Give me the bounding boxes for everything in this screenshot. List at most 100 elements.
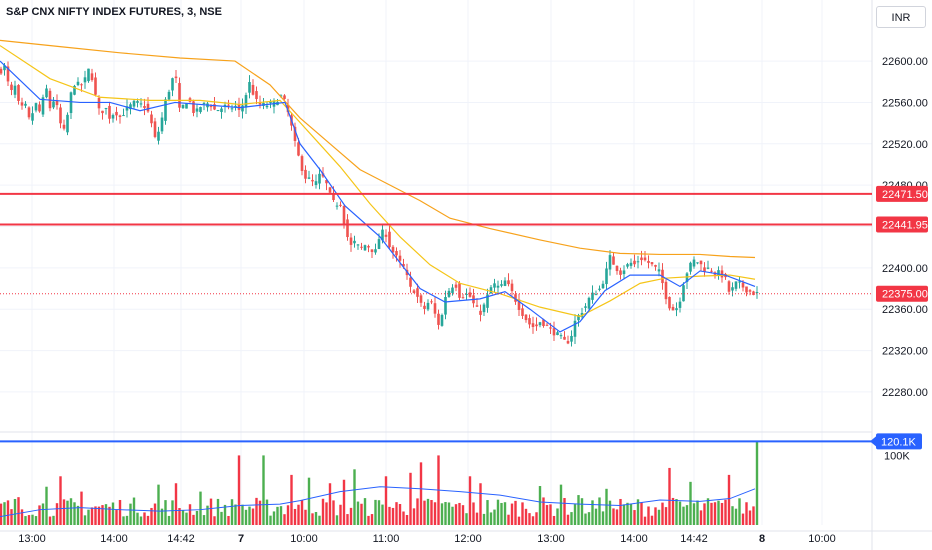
candle — [479, 304, 482, 322]
candle — [699, 260, 703, 272]
candle-body — [146, 103, 150, 112]
volume-bar — [570, 512, 573, 525]
candle-body — [13, 85, 17, 95]
candle — [724, 272, 727, 280]
candle — [346, 214, 349, 241]
volume-bar — [713, 502, 717, 525]
candle — [248, 75, 251, 99]
volume-bar — [405, 515, 409, 525]
candle-body — [500, 284, 503, 286]
candle — [52, 96, 55, 110]
candle — [150, 110, 153, 128]
volume-bar — [692, 503, 696, 525]
candle-body — [139, 103, 143, 105]
candle — [689, 261, 692, 275]
candle-body — [622, 270, 626, 275]
volume-bar — [374, 499, 377, 525]
candle-body — [167, 91, 171, 100]
volume-bar — [461, 505, 465, 525]
candle-body — [374, 249, 377, 253]
candle — [426, 299, 430, 312]
candle-body — [41, 97, 45, 115]
volume-bar — [45, 486, 48, 525]
candle — [430, 299, 433, 305]
candle — [300, 154, 304, 176]
volume-bar — [328, 483, 332, 525]
candle — [318, 167, 321, 190]
volume-bar — [255, 497, 258, 525]
volume-bar — [139, 516, 143, 525]
candle — [643, 251, 647, 262]
candle — [62, 119, 66, 131]
candle — [496, 280, 500, 295]
volume-bar — [297, 504, 300, 525]
candle-body — [125, 106, 129, 111]
volume-bar — [360, 503, 363, 525]
volume-bar — [622, 504, 626, 525]
candle-body — [269, 101, 272, 104]
candle-body — [468, 292, 472, 297]
candle — [192, 99, 195, 117]
candle — [423, 301, 426, 315]
volume-bar — [311, 513, 314, 525]
volume-bar — [146, 515, 150, 525]
candle-body — [710, 270, 713, 272]
candle-body — [391, 246, 395, 253]
candle — [353, 235, 356, 248]
candle — [360, 242, 363, 250]
volume-bar — [136, 512, 139, 525]
candle-body — [570, 335, 573, 342]
volume-bar — [115, 510, 118, 525]
volume-bar — [192, 514, 195, 525]
volume-bar — [671, 497, 675, 525]
volume-bar — [633, 510, 636, 525]
candle — [388, 225, 391, 250]
candle-body — [62, 124, 66, 129]
volume-bar — [668, 467, 671, 525]
candle — [458, 281, 461, 301]
volume-bar — [314, 512, 318, 525]
volume-bar — [202, 515, 206, 525]
volume-bar — [237, 455, 241, 525]
volume-bar — [605, 488, 608, 525]
volume-bar — [276, 506, 279, 525]
candle — [213, 97, 216, 111]
candle — [59, 103, 62, 129]
volume-bar — [94, 506, 97, 525]
candle — [482, 302, 486, 316]
candle-body — [45, 88, 48, 98]
candle — [251, 79, 255, 96]
candle-body — [129, 104, 132, 110]
candle-body — [97, 97, 101, 109]
volume-bar — [545, 505, 549, 525]
volume-bar — [419, 462, 423, 525]
volume-bar — [195, 510, 199, 525]
candle-body — [335, 205, 339, 207]
candle — [97, 95, 101, 115]
candle-body — [160, 117, 164, 132]
last-price-badge-bg — [876, 285, 928, 302]
candle — [563, 331, 566, 340]
candle-body — [545, 324, 549, 326]
volume-marker-badge-arrow — [870, 436, 876, 447]
volume-bar — [38, 505, 41, 525]
volume-marker-badge-text: 120.1K — [881, 436, 917, 448]
candle-body — [514, 294, 517, 302]
candle — [731, 282, 734, 297]
candle — [654, 264, 657, 271]
candle-body — [360, 246, 363, 248]
candle-body — [440, 314, 444, 326]
volume-bar — [542, 497, 545, 525]
candle-body — [419, 295, 423, 303]
candle-body — [703, 267, 706, 272]
candle-body — [10, 84, 13, 91]
volume-bar — [41, 503, 45, 525]
candle-body — [153, 121, 157, 137]
candle — [573, 314, 577, 344]
volume-bar — [500, 502, 503, 525]
candle — [531, 316, 535, 334]
currency-button[interactable]: INR — [876, 6, 926, 28]
candle-body — [27, 107, 31, 118]
volume-bar — [563, 498, 566, 525]
